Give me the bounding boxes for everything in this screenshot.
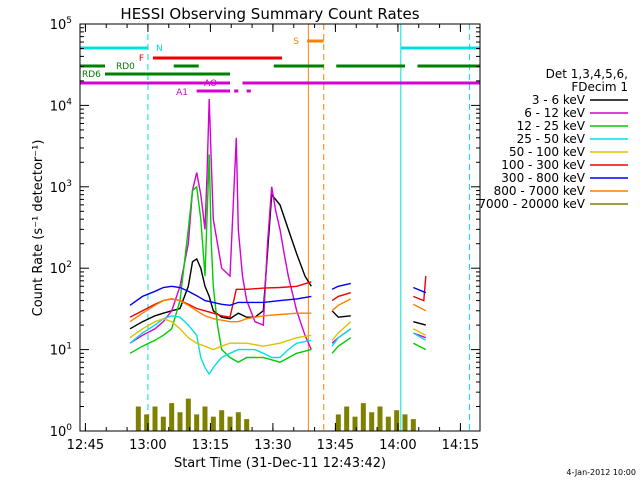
series-3-line — [129, 315, 312, 376]
series-4-line — [331, 321, 352, 341]
series-8-bar — [135, 406, 141, 431]
series-7-line — [129, 298, 312, 323]
flag-label-n: N — [156, 44, 163, 54]
flag-label-rd6: RD6 — [82, 70, 101, 80]
legend-header-decim: FDecim 1 — [571, 80, 628, 94]
series-6-line — [413, 286, 427, 294]
legend-entry-label: 7000 - 20000 keV — [478, 197, 585, 211]
series-8-bar — [352, 416, 358, 431]
series-2-line — [412, 342, 427, 351]
legend-entry-label: 25 - 50 keV — [517, 132, 586, 146]
series-6-line — [331, 282, 351, 290]
series-8-bar — [202, 406, 208, 431]
legend-entry-label: 3 - 6 keV — [532, 93, 586, 107]
series-8-bar — [160, 416, 166, 431]
y-axis-ticks: 100 101 102 103 104 105 — [50, 16, 480, 440]
series-8-bar — [385, 416, 391, 431]
series-8-bar — [394, 410, 400, 431]
series-8-bar — [210, 416, 216, 431]
series-2 — [129, 154, 427, 364]
legend-entry-label: 6 - 12 keV — [524, 106, 586, 120]
flag-label-f: F — [139, 54, 144, 64]
series-5-line — [413, 276, 427, 302]
flag-label-ao: AO — [204, 79, 217, 89]
legend-header-detectors: Det 1,3,4,5,6, — [546, 67, 628, 81]
legend-entry-label: 12 - 25 keV — [517, 119, 586, 133]
x-tick-label: 13:00 — [129, 438, 166, 453]
series-5 — [129, 276, 427, 319]
series-8-bar — [177, 412, 183, 431]
series-5-line — [331, 292, 351, 302]
series-8-bar — [227, 416, 233, 431]
x-tick-label: 13:45 — [317, 438, 354, 453]
legend-entry-label: 800 - 7000 keV — [494, 184, 586, 198]
footer-date: 4-Jan-2012 10:00 — [566, 468, 636, 477]
series-1 — [129, 98, 427, 350]
series-4 — [129, 317, 427, 351]
series-8-bar — [169, 403, 175, 431]
series-1-line — [129, 98, 312, 350]
legend-entry-label: 100 - 300 keV — [501, 158, 585, 172]
x-tick-label: 14:15 — [442, 438, 479, 453]
series-7 — [129, 298, 427, 323]
series-8-bar — [377, 406, 383, 431]
series-3 — [129, 315, 427, 376]
series-0 — [129, 192, 426, 330]
x-axis-ticks: 12:45 13:00 13:15 13:30 13:45 14:00 14:15 — [67, 24, 479, 453]
series-6-line — [129, 285, 312, 307]
series-8-bar — [335, 414, 341, 431]
series-7-line — [412, 303, 427, 312]
x-tick-label: 13:15 — [192, 438, 229, 453]
y-tick-label: 101 — [50, 342, 72, 359]
x-axis-label: Start Time (31-Dec-11 12:43:42) — [174, 456, 386, 471]
series-2-line — [331, 337, 352, 354]
series-3-line — [412, 332, 427, 341]
x-tick-label: 13:30 — [254, 438, 291, 453]
series-2-line — [129, 154, 312, 364]
y-tick-label: 100 — [50, 423, 73, 440]
series-8-bar — [244, 419, 250, 431]
vertical-markers — [147, 24, 471, 431]
series-8-bar — [402, 414, 408, 431]
series-4-line — [129, 317, 312, 351]
y-tick-label: 105 — [50, 16, 72, 33]
series-8-bar — [360, 403, 366, 431]
y-tick-label: 102 — [50, 260, 72, 277]
series-8-bar — [194, 414, 200, 431]
series-layer — [129, 98, 427, 431]
y-axis-label: Count Rate (s⁻¹ detector⁻¹) — [31, 140, 46, 317]
legend-entry-label: 50 - 100 keV — [509, 145, 586, 159]
series-8-bar — [344, 406, 350, 431]
series-6 — [129, 282, 427, 307]
series-8-bar — [410, 419, 416, 431]
series-8-bar — [219, 410, 225, 431]
flag-label-a1: A1 — [176, 88, 188, 98]
x-tick-label: 14:00 — [379, 438, 416, 453]
series-8-bar — [369, 412, 375, 431]
y-tick-label: 104 — [50, 97, 73, 114]
flag-bars: N F S RD0 RD6 AO A1 — [80, 37, 480, 98]
y-tick-label: 103 — [50, 179, 72, 196]
plot-frame — [79, 23, 481, 432]
series-0-line — [331, 310, 351, 318]
flag-label-rd0: RD0 — [116, 62, 135, 72]
series-8 — [135, 398, 416, 431]
series-7-line — [331, 298, 352, 312]
series-8-bar — [144, 414, 150, 431]
series-8-bar — [235, 412, 241, 431]
legend-entry-label: 300 - 800 keV — [501, 171, 585, 185]
series-4-line — [412, 328, 427, 336]
chart-title: HESSI Observing Summary Count Rates — [120, 5, 419, 23]
series-8-bar — [152, 406, 158, 431]
flag-label-s: S — [293, 37, 299, 47]
x-tick-label: 12:45 — [67, 438, 104, 453]
series-0-line — [413, 321, 426, 326]
series-8-bar — [185, 398, 191, 431]
series-3-line — [331, 328, 352, 347]
